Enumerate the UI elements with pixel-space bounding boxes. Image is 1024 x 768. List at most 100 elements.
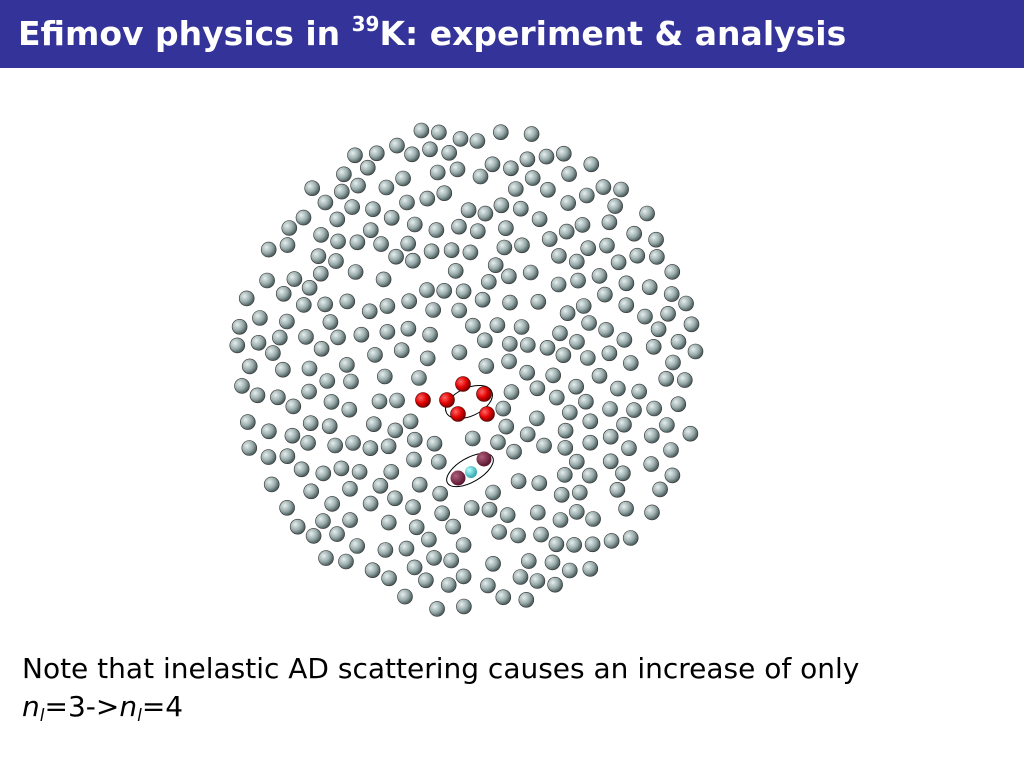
gray-atom: [364, 562, 381, 579]
gray-atom: [270, 389, 286, 406]
gray-atom: [400, 235, 417, 252]
gray-atom: [591, 268, 608, 284]
gray-atom: [555, 145, 572, 162]
gray-atom: [406, 431, 423, 448]
gray-atom: [602, 453, 619, 470]
title-superscript: 39: [351, 12, 380, 36]
gray-atom: [361, 303, 378, 320]
gray-atom: [362, 495, 379, 512]
gray-atom: [327, 437, 344, 454]
gray-atom: [489, 317, 506, 334]
gray-atom: [557, 440, 574, 456]
gray-atom: [388, 248, 404, 265]
gray-atom: [347, 264, 364, 280]
gray-atom: [539, 339, 556, 356]
title-bar: Efimov physics in 39K: experiment & anal…: [0, 0, 1024, 68]
gray-atom: [658, 370, 675, 387]
gray-atom: [575, 298, 592, 314]
gray-atom: [524, 170, 541, 186]
gray-atom: [347, 147, 363, 164]
note-line: nl=3->nl=4: [22, 688, 859, 735]
gray-atom: [413, 122, 430, 139]
gray-atom: [345, 435, 361, 451]
gray-atom: [670, 396, 687, 413]
gray-atom: [568, 453, 585, 470]
gray-atom: [436, 283, 453, 299]
gray-atom: [469, 133, 486, 149]
gray-atom: [480, 274, 497, 290]
gray-atom: [574, 217, 591, 233]
gray-atom: [519, 364, 536, 381]
gray-atom: [648, 231, 664, 248]
gray-atom: [315, 465, 332, 482]
purple-atom: [450, 470, 466, 486]
gray-atom: [328, 253, 344, 269]
gray-atom: [493, 197, 510, 214]
gray-atom: [659, 417, 675, 433]
subscript: l: [137, 706, 142, 726]
gray-atom: [383, 210, 400, 226]
gray-atom: [295, 297, 312, 313]
gray-atom: [460, 202, 477, 218]
gray-atom: [431, 124, 447, 141]
gray-atom: [312, 265, 329, 282]
gray-atom: [351, 464, 368, 480]
gray-atom: [580, 240, 597, 256]
subscript-text: l: [137, 706, 142, 726]
gray-atom: [463, 500, 480, 516]
gray-atom: [341, 401, 358, 418]
gray-atom: [406, 216, 423, 233]
gray-atom: [481, 501, 498, 518]
gray-atom: [520, 553, 537, 569]
gray-atom: [560, 195, 577, 211]
gray-atom: [365, 416, 382, 433]
gray-atom: [529, 410, 545, 427]
gray-atom: [578, 187, 595, 204]
gray-atom: [602, 401, 618, 417]
gray-atom: [456, 598, 472, 615]
gray-atom: [406, 451, 422, 468]
gray-atom: [342, 480, 358, 497]
gray-atom: [678, 295, 694, 312]
gray-atom: [529, 573, 546, 589]
gray-atom: [423, 243, 440, 260]
gray-atom: [260, 449, 277, 465]
gray-atom: [426, 550, 442, 566]
gray-atom: [425, 302, 442, 318]
gray-atom: [440, 577, 457, 593]
gray-atom: [485, 484, 501, 501]
gray-atom: [313, 227, 329, 243]
gray-atom: [530, 294, 547, 310]
gray-atom: [477, 205, 494, 222]
gray-atom: [487, 257, 504, 273]
gray-atom: [663, 286, 680, 302]
gray-atom: [405, 499, 421, 516]
gray-atom: [664, 467, 681, 484]
gray-atom: [451, 344, 468, 361]
gray-atom: [569, 334, 585, 350]
gray-atom: [447, 263, 464, 279]
gray-atom: [495, 400, 512, 417]
gray-atom: [419, 282, 435, 298]
subscript: l: [40, 706, 45, 726]
gray-atom: [513, 319, 530, 335]
gray-atom: [626, 225, 643, 242]
gray-atom: [518, 591, 535, 608]
gray-atom: [275, 361, 291, 378]
gray-atom: [536, 437, 552, 454]
gray-atom: [318, 550, 334, 566]
gray-atom: [229, 337, 246, 354]
gray-atom: [241, 358, 258, 375]
gray-atom: [365, 201, 381, 217]
gray-atom: [380, 438, 397, 455]
gray-atom: [400, 320, 417, 337]
gray-atom: [522, 264, 539, 281]
gray-atom: [584, 536, 601, 553]
gray-atom: [650, 321, 667, 338]
title-text: Efimov physics in: [18, 14, 352, 53]
gray-atom: [603, 533, 620, 549]
gray-atom: [350, 177, 366, 194]
gray-atom: [393, 342, 410, 359]
gray-atom: [601, 214, 618, 231]
gray-atom: [238, 290, 255, 307]
